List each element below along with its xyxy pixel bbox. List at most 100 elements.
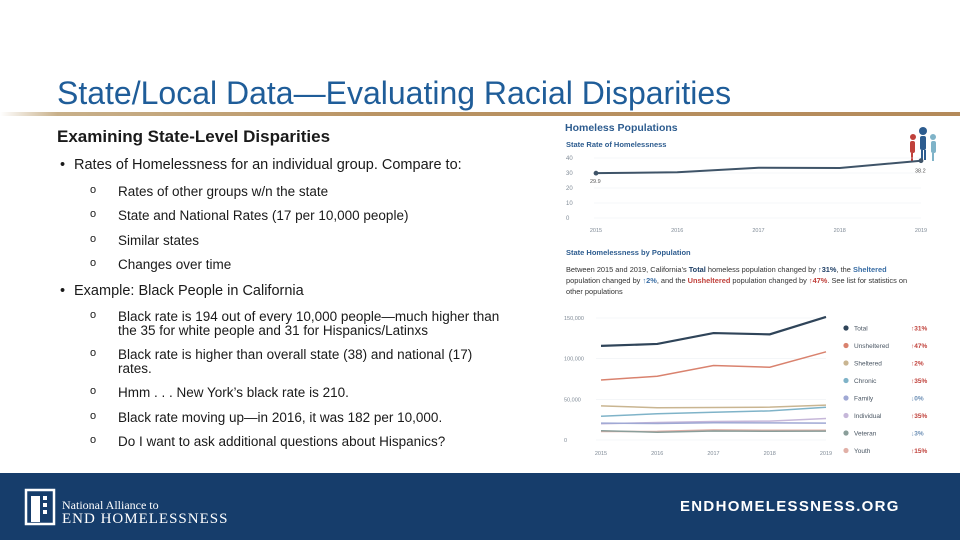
legend-label: Unsheltered <box>854 343 889 350</box>
legend-swatch <box>843 447 849 454</box>
website-link[interactable]: ENDHOMELESSNESS.ORG <box>680 498 900 515</box>
y-tick-label: 150,000 <box>564 316 584 322</box>
chart2-title: State Homelessness by Population <box>566 248 691 257</box>
sub-bullet-text: Rates of other groups w/n the state <box>118 184 329 199</box>
y-tick-label: 30 <box>566 171 573 177</box>
sub-bullet-text: Hmm . . . New York’s black rate is 210. <box>118 385 349 400</box>
legend-label: Veteran <box>854 430 877 437</box>
bullet-rates-comparison: • Rates of Homelessness for an individual… <box>60 157 462 173</box>
y-tick-label: 0 <box>564 438 567 444</box>
description-text: , and the <box>656 276 688 285</box>
description-total-word: Total <box>688 265 706 274</box>
y-tick-label: 50,000 <box>564 397 581 403</box>
state-rate-chart: 40 30 20 10 0 2015 2016 2017 2018 2019 29.9 38.2 <box>566 156 927 234</box>
x-tick-label: 2017 <box>707 451 719 457</box>
legend-swatch <box>843 342 849 349</box>
x-tick-label: 2016 <box>671 228 683 234</box>
alliance-logo-icon <box>24 488 56 526</box>
sub-bullet-text-continued: the 35 for white people and 31 for Hispa… <box>118 323 428 338</box>
description-text: population changed by <box>566 276 643 285</box>
sub-bullet-marker: o <box>90 347 97 359</box>
bullet-text: Example: Black People in California <box>74 283 304 299</box>
sub-bullet-text: Changes over time <box>118 257 232 272</box>
series-line <box>600 406 827 417</box>
x-tick-label: 2015 <box>595 451 607 457</box>
legend-swatch <box>843 325 849 331</box>
bullet-text: Rates of Homelessness for an individual … <box>74 157 462 173</box>
description-sheltered-change: ↑2% <box>642 276 657 285</box>
legend-label: Total <box>854 325 868 332</box>
sub-bullet-marker: o <box>90 410 97 422</box>
series-line <box>600 404 827 409</box>
description-unsheltered-change: ↑47% <box>808 276 828 285</box>
sub-bullet-text: Black rate is 194 out of every 10,000 pe… <box>118 309 500 324</box>
y-tick-label: 20 <box>566 186 573 192</box>
data-label-start: 29.9 <box>590 179 601 185</box>
legend-swatch <box>843 395 849 401</box>
legend-change: ↑35% <box>911 413 927 420</box>
series-line <box>600 430 827 433</box>
legend-change: ↑31% <box>911 325 927 332</box>
sub-bullet-text: State and National Rates (17 per 10,000 … <box>118 208 409 223</box>
bullet-marker: • <box>60 157 66 173</box>
x-tick-label: 2015 <box>590 228 602 234</box>
description-text: , the <box>836 265 853 274</box>
y-tick-label: 100,000 <box>564 357 584 363</box>
legend-change: ↓3% <box>911 430 924 437</box>
sub-bullet-marker: o <box>90 233 97 245</box>
legend-label: Individual <box>854 413 882 420</box>
series-line <box>600 315 827 347</box>
sub-bullet-text: Do I want to ask additional questions ab… <box>118 434 446 449</box>
x-tick-label: 2018 <box>764 451 776 457</box>
legend-change: ↑35% <box>911 378 927 385</box>
slide-subtitle: Examining State-Level Disparities <box>57 127 331 146</box>
slide-title: State/Local Data—Evaluating Racial Dispa… <box>57 75 732 111</box>
y-tick-label: 40 <box>566 156 573 162</box>
title-divider <box>0 112 960 116</box>
footer-bar <box>0 473 960 540</box>
sub-bullet-text-continued: rates. <box>118 361 152 376</box>
legend-change: ↑2% <box>911 360 924 367</box>
x-tick-label: 2018 <box>834 228 846 234</box>
sub-bullet-marker: o <box>90 309 97 321</box>
series-line <box>600 351 827 381</box>
bullet-marker: • <box>60 283 66 299</box>
legend-swatch <box>843 360 849 366</box>
legend-label: Sheltered <box>854 360 882 367</box>
rate-line <box>595 159 922 175</box>
legend-change: ↑47% <box>911 343 927 350</box>
panel-description: Between 2015 and 2019, California’s Tota… <box>566 264 911 297</box>
y-tick-label: 10 <box>566 201 573 207</box>
description-text: Between 2015 and 2019, California’s <box>566 265 689 274</box>
legend-label: Youth <box>854 448 871 455</box>
sub-bullet-text: Black rate is higher than overall state … <box>118 347 473 362</box>
x-tick-label: 2019 <box>820 451 832 457</box>
rate-point <box>918 158 924 164</box>
legend-swatch <box>843 377 849 384</box>
x-tick-label: 2016 <box>651 451 663 457</box>
sub-bullet-marker: o <box>90 184 97 196</box>
legend-label: Family <box>854 395 874 402</box>
legend-change: ↓0% <box>911 395 924 402</box>
sub-bullet-marker: o <box>90 208 97 220</box>
logo-line1: National Alliance to <box>62 498 159 512</box>
chart1-title: State Rate of Homelessness <box>566 140 667 149</box>
description-text: . See list for statistics on other popul… <box>566 276 908 296</box>
legend-swatch <box>843 412 849 419</box>
sub-bullet-text: Similar states <box>118 233 200 248</box>
legend-label: Chronic <box>854 378 877 385</box>
description-text: homeless population changed by <box>705 265 818 274</box>
rate-point <box>593 170 599 176</box>
description-sheltered-word: Sheltered <box>852 265 887 274</box>
series-line <box>600 422 827 425</box>
homeless-populations-panel: Homeless Populations State Rate of Homel… <box>556 118 946 468</box>
population-chart: 150,000 100,000 50,000 0 2015 2016 2017 2018 201… <box>564 315 927 457</box>
x-tick-label: 2019 <box>915 228 927 234</box>
y-tick-label: 0 <box>566 216 570 222</box>
description-total-change: ↑31% <box>818 265 837 274</box>
data-label-end: 38.2 <box>915 169 926 175</box>
sub-bullet-marker: o <box>90 385 97 397</box>
sub-bullet-text: Black rate moving up—in 2016, it was 182… <box>118 410 443 425</box>
panel-heading: Homeless Populations <box>565 122 678 134</box>
legend-change: ↑15% <box>911 448 927 455</box>
